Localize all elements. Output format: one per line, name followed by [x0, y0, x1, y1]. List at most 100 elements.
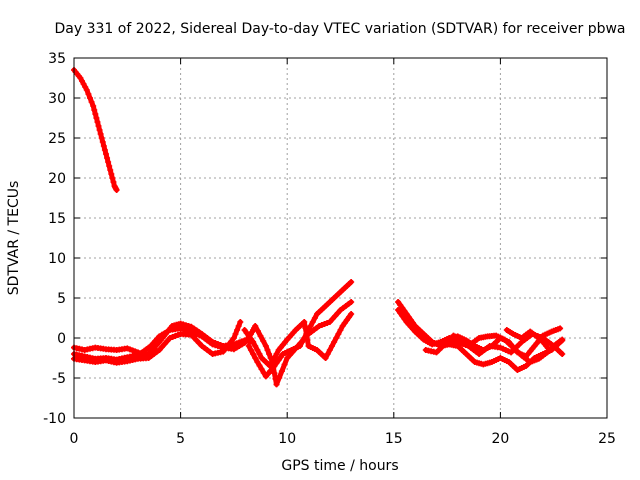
data-point	[301, 319, 308, 325]
data-point	[254, 359, 261, 365]
data-point	[109, 175, 116, 181]
data-point	[237, 319, 244, 325]
y-tick-label: 35	[48, 51, 66, 67]
y-axis-ticks: -10 -5 0 5 10 15 20 25 30 35	[43, 51, 607, 427]
data-point	[271, 370, 278, 377]
data-layer	[71, 67, 566, 388]
x-axis-ticks: 0 5 10 15 20 25	[70, 58, 616, 447]
data-point	[281, 361, 288, 368]
data-point	[94, 119, 101, 125]
data-point	[110, 179, 117, 185]
x-tick-label: 25	[598, 431, 616, 447]
data-point	[276, 374, 283, 381]
data-point	[260, 369, 267, 376]
x-tick-label: 15	[385, 431, 403, 447]
y-tick-label: 0	[57, 331, 66, 347]
data-point	[309, 319, 316, 325]
data-point	[96, 127, 103, 133]
data-point	[99, 139, 106, 145]
data-point	[247, 347, 254, 353]
y-axis-label: SDTVAR / TECUs	[6, 181, 22, 296]
data-point	[307, 323, 314, 329]
data-point	[91, 107, 98, 113]
chart-title: Day 331 of 2022, Sidereal Day-to-day VTE…	[54, 21, 625, 37]
series-s7	[241, 311, 355, 369]
data-point	[90, 103, 97, 109]
data-point	[559, 351, 566, 357]
data-point	[273, 351, 280, 357]
data-point	[98, 135, 105, 141]
data-point	[105, 159, 112, 165]
data-point	[245, 343, 252, 349]
data-point	[311, 315, 318, 321]
data-point	[85, 91, 92, 97]
data-point	[230, 335, 237, 341]
x-tick-label: 10	[278, 431, 296, 447]
y-tick-label: -5	[52, 371, 66, 387]
data-point	[273, 381, 280, 388]
data-point	[106, 163, 113, 169]
data-point	[267, 363, 274, 369]
data-point	[113, 187, 120, 193]
series-s5	[139, 299, 355, 388]
data-point	[299, 339, 306, 345]
series-s12	[503, 327, 566, 353]
data-point	[278, 368, 285, 375]
data-point	[333, 335, 340, 341]
y-tick-label: 25	[48, 131, 66, 147]
data-point	[250, 339, 257, 345]
data-point	[262, 343, 269, 349]
y-tick-label: 15	[48, 211, 66, 227]
data-point	[266, 351, 273, 357]
data-point	[107, 167, 114, 173]
data-point	[254, 347, 261, 353]
data-point	[324, 351, 331, 357]
data-point	[272, 375, 279, 382]
data-point	[557, 325, 564, 332]
data-point	[88, 99, 95, 105]
data-point	[252, 343, 259, 349]
data-point	[302, 325, 309, 331]
data-point	[328, 343, 335, 349]
series-s1	[71, 67, 120, 193]
data-point	[232, 331, 239, 337]
data-point	[104, 155, 111, 161]
data-point	[234, 327, 241, 333]
data-point	[264, 347, 271, 353]
data-point	[326, 347, 333, 353]
data-point	[335, 331, 342, 337]
plot-frame	[73, 57, 608, 419]
data-point	[296, 343, 303, 349]
y-tick-label: 10	[48, 251, 66, 267]
x-tick-label: 0	[70, 431, 79, 447]
data-point	[102, 151, 109, 157]
data-point	[348, 311, 355, 317]
data-point	[303, 331, 310, 337]
data-point	[100, 143, 107, 149]
data-point	[250, 351, 257, 357]
data-point	[92, 111, 99, 117]
data-point	[269, 359, 276, 365]
y-tick-label: -10	[43, 411, 66, 427]
data-point	[228, 338, 235, 345]
x-tick-label: 20	[491, 431, 509, 447]
x-tick-label: 5	[176, 431, 185, 447]
data-point	[254, 328, 261, 334]
data-point	[95, 123, 102, 129]
data-point	[83, 87, 90, 93]
data-point	[86, 95, 93, 101]
y-tick-label: 30	[48, 91, 66, 107]
data-point	[348, 279, 355, 285]
data-point	[97, 131, 104, 137]
data-point	[101, 147, 108, 153]
data-point	[260, 338, 267, 344]
data-point	[304, 337, 311, 343]
x-axis-label: GPS time / hours	[281, 458, 398, 474]
data-point	[252, 355, 259, 361]
data-point	[235, 323, 242, 329]
data-point	[108, 171, 115, 177]
data-point	[337, 327, 344, 333]
series-s11	[450, 332, 566, 365]
data-point	[252, 323, 259, 329]
